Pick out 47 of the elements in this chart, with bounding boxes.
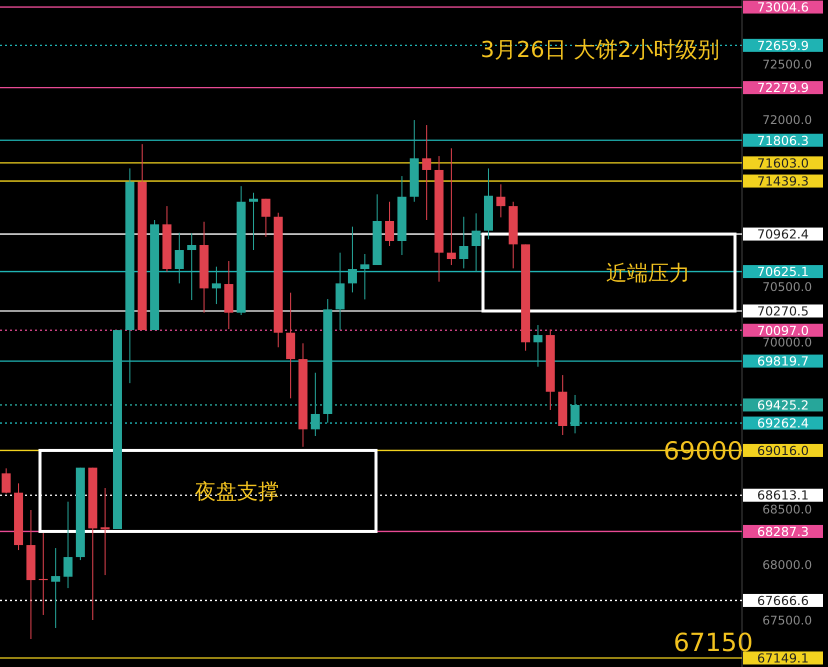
y-tick-label: 68000.0 [762,558,812,572]
candlestick [360,254,370,300]
annotation: 夜盘支撑 [195,480,279,504]
ref-line-label: 68287.3 [757,524,809,539]
ref-line-label: 67149.1 [757,650,809,666]
ref-line-label: 71603.0 [757,155,809,170]
text: 3月26日 大饼2小时级别 [480,38,720,63]
ref-line-label: 70625.1 [757,264,809,280]
y-tick-label: 70500.0 [762,280,812,294]
ref-line-label: 71439.3 [757,174,809,189]
ref-line-label: 69425.2 [757,397,809,412]
candlestick [64,501,73,589]
candlestick [446,148,456,266]
y-tick-label: 72500.0 [762,58,812,72]
candlestick [385,201,394,247]
ref-line-label: 69819.7 [757,354,809,369]
candlestick [472,212,481,272]
y-tick-label: 70000.0 [762,336,812,350]
candlestick [533,324,542,368]
candlestick [51,548,60,628]
candlestick [2,468,11,494]
candlestick [212,266,221,305]
ref-line-label: 71806.3 [757,132,809,148]
candlestick [261,198,270,238]
ref-line-label: 70962.4 [757,226,809,242]
y-tick-label: 67500.0 [762,613,812,628]
candlestick [38,532,48,616]
candlestick [249,192,258,251]
candlestick [174,232,184,284]
ref-line-label: 70270.5 [757,303,809,318]
ref-line-label: 68613.1 [757,488,809,503]
candlestick [100,488,110,576]
ref-line-label: 73004.6 [757,0,809,15]
y-tick-label: 72000.0 [762,113,812,128]
ref-line-label: 72659.9 [757,38,809,53]
ref-line-label: 69262.4 [757,416,809,431]
candlestick [496,184,506,218]
ref-line-label: 70097.0 [757,322,809,338]
candlestick [422,124,432,220]
ref-line-label: 67666.6 [757,592,809,608]
ref-line-label: 69016.0 [757,442,809,458]
candlestick [348,226,357,293]
candlestick [459,216,468,269]
candlestick [187,232,196,301]
y-tick-label: 68500.0 [762,502,812,516]
annotation: 67150 [673,628,753,657]
ref-line-label: 72279.9 [757,80,809,96]
